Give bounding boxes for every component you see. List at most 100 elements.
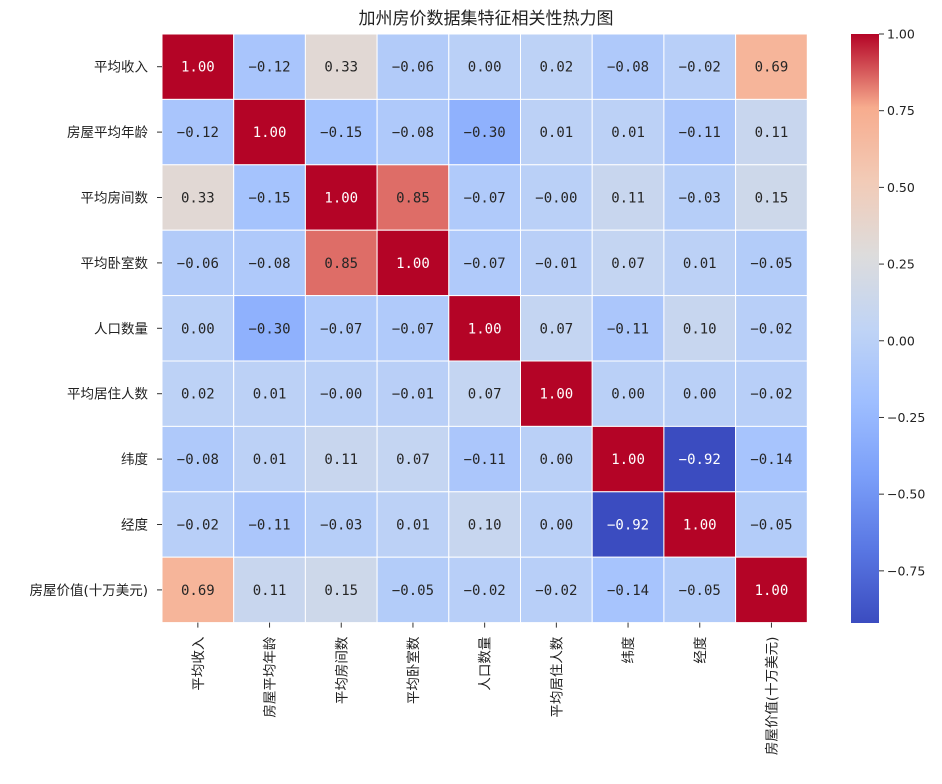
cell-value-label: −0.07 <box>392 321 434 337</box>
heatmap-cell <box>233 295 306 362</box>
cell-value-label: 0.10 <box>468 518 502 534</box>
heatmap-cell <box>448 556 521 624</box>
heatmap-cell <box>591 98 665 166</box>
colorbar-tick-label: 0.75 <box>887 103 915 118</box>
x-tick-label: 人口数量 <box>478 637 494 691</box>
heatmap-cell <box>735 491 808 558</box>
heatmap-cell <box>376 491 450 558</box>
cell-value-label: −0.00 <box>320 387 362 403</box>
x-tick-label: 房屋价值(十万美元) <box>764 637 780 756</box>
cell-value-label: 1.00 <box>755 583 789 599</box>
cell-value-label: −0.12 <box>177 125 219 141</box>
cell-value-label: −0.01 <box>535 256 577 272</box>
y-tick-label: 平均收入 <box>94 60 148 76</box>
heatmap-cell <box>161 229 235 297</box>
heatmap-cell <box>376 229 450 297</box>
cell-value-label: 0.01 <box>253 387 287 403</box>
heatmap-cell <box>376 360 450 427</box>
cell-value-label: −0.11 <box>607 321 649 337</box>
cell-value-label: 0.01 <box>396 518 430 534</box>
colorbar-tick-label: −0.50 <box>887 487 925 502</box>
heatmap-cell <box>304 33 378 100</box>
cell-value-label: 0.01 <box>539 125 573 141</box>
cell-value-label: −0.02 <box>679 60 721 76</box>
heatmap-cell <box>663 33 737 100</box>
heatmap-cell <box>735 164 808 231</box>
y-tick-label: 纬度 <box>121 452 148 468</box>
heatmap-cell <box>520 491 593 558</box>
cell-value-label: 0.00 <box>611 387 645 403</box>
y-tick-label: 平均卧室数 <box>81 255 149 272</box>
cell-value-label: 0.01 <box>683 256 717 272</box>
heatmap-cell <box>591 556 665 624</box>
cell-value-label: −0.08 <box>392 125 434 141</box>
cell-value-label: 0.85 <box>396 191 430 207</box>
cell-value-label: −0.14 <box>750 452 792 468</box>
cell-value-label: −0.08 <box>248 256 290 272</box>
cell-value-label: 0.07 <box>468 387 502 403</box>
colorbar-tick-label: 1.00 <box>887 27 915 42</box>
heatmap-cell <box>520 33 593 100</box>
cell-value-label: −0.03 <box>679 191 721 207</box>
heatmap-cell <box>304 360 378 427</box>
x-tick-label: 平均房间数 <box>334 636 350 704</box>
x-tick-label: 平均收入 <box>191 636 207 690</box>
heatmap-cell <box>591 491 665 558</box>
heatmap-cell <box>304 98 378 166</box>
cell-value-label: −0.06 <box>392 60 434 76</box>
chart-title: 加州房价数据集特征相关性热力图 <box>359 9 614 29</box>
heatmap-cell <box>161 491 235 558</box>
cell-value-label: −0.02 <box>464 583 506 599</box>
cell-value-label: 0.01 <box>253 452 287 468</box>
y-tick-label: 平均房间数 <box>81 191 149 207</box>
cell-value-label: −0.07 <box>464 191 506 207</box>
cell-value-label: 0.07 <box>396 452 430 468</box>
heatmap-cell <box>161 98 235 166</box>
cell-value-label: −0.15 <box>248 191 290 207</box>
heatmap-cell <box>233 229 306 297</box>
heatmap-cell <box>304 164 378 231</box>
cell-value-label: −0.15 <box>320 125 362 141</box>
heatmap-cell <box>735 556 808 624</box>
heatmap-cell <box>233 425 306 493</box>
heatmap-cell <box>304 295 378 362</box>
cell-value-label: 0.02 <box>181 387 215 403</box>
cell-value-label: 0.33 <box>324 60 358 76</box>
heatmap-cell <box>663 360 737 427</box>
cell-value-label: 0.33 <box>181 191 215 207</box>
cell-value-label: 0.15 <box>324 583 358 599</box>
x-tick-label: 房屋平均年龄 <box>263 636 279 717</box>
cell-value-label: −0.02 <box>750 321 792 337</box>
cell-value-label: −0.92 <box>607 518 649 534</box>
heatmap-cell <box>161 425 235 493</box>
cell-value-label: −0.30 <box>248 321 290 337</box>
cell-value-label: −0.07 <box>320 321 362 337</box>
heatmap-cell <box>448 491 521 558</box>
cell-value-label: −0.01 <box>392 387 434 403</box>
heatmap-cell <box>448 98 521 166</box>
colorbar-tick-label: 0.50 <box>887 180 915 195</box>
cell-value-label: −0.12 <box>248 60 290 76</box>
y-tick-label: 经度 <box>121 518 148 534</box>
y-tick-label: 平均居住人数 <box>67 387 148 403</box>
x-tick-label: 纬度 <box>621 637 637 664</box>
cell-value-label: 0.00 <box>181 321 215 337</box>
heatmap-cell <box>233 360 306 427</box>
cell-value-label: −0.11 <box>464 452 506 468</box>
cell-value-label: −0.08 <box>607 60 649 76</box>
cell-value-label: 1.00 <box>253 125 287 141</box>
heatmap-cell <box>161 556 235 624</box>
heatmap-cell <box>161 360 235 427</box>
cell-value-label: 0.11 <box>611 191 645 207</box>
heatmap-cell <box>304 491 378 558</box>
cell-value-label: −0.08 <box>177 452 219 468</box>
cell-value-label: 0.00 <box>539 518 573 534</box>
cell-value-label: −0.00 <box>535 191 577 207</box>
cell-value-label: 1.00 <box>683 518 717 534</box>
cell-value-label: 0.02 <box>539 60 573 76</box>
cell-value-label: −0.14 <box>607 583 649 599</box>
heatmap-cell <box>591 164 665 231</box>
cell-value-label: −0.03 <box>320 518 362 534</box>
cell-value-labels: 1.00 −0.12 0.33 −0.06 0.00 0.02 −0.08 −0.02 0.69… <box>177 60 793 599</box>
colorbar-ticks: 1.00 0.75 0.50 0.25 0.00 −0.25 −0.50 −0.75 <box>879 27 925 578</box>
